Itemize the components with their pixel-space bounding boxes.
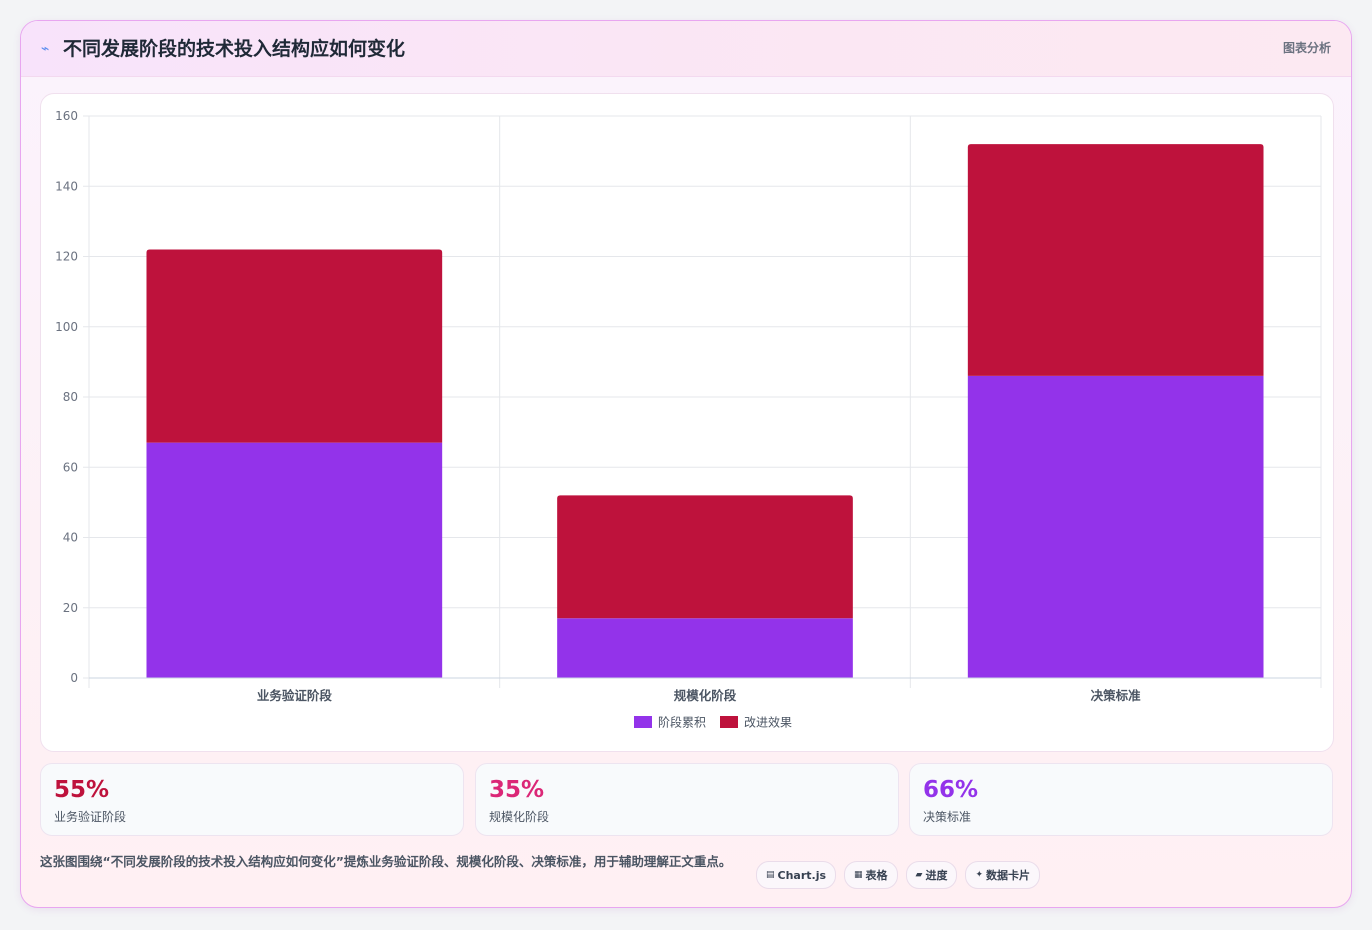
bar-2: [146, 249, 443, 443]
x-tick-label: 业务验证阶段: [257, 688, 333, 703]
bar-2: [557, 495, 853, 619]
bar-2: [967, 144, 1264, 376]
legend-swatch: [634, 716, 652, 728]
progress-icon: ▰: [915, 870, 923, 880]
stat-label: 决策标准: [923, 810, 972, 824]
y-tick-label: 20: [63, 601, 78, 615]
tag-table[interactable]: ▦ 表格: [844, 861, 898, 889]
bar-1: [967, 375, 1264, 678]
sparkle-icon: ✦: [975, 870, 984, 880]
stat-card-3: 66% 决策标准: [909, 763, 1333, 836]
chart-analysis-label: 图表分析: [1282, 41, 1331, 55]
tag-label: Chart.js: [777, 868, 827, 882]
chart-card: ⌁ 不同发展阶段的技术投入结构应如何变化 图表分析 0 20 40 60 80 100 12…: [20, 20, 1352, 908]
stat-value: 66%: [923, 777, 979, 803]
stat-value: 35%: [489, 777, 545, 803]
y-tick-label: 100: [55, 320, 78, 334]
tag-label: 数据卡片: [986, 869, 1031, 882]
y-tick-label: 140: [55, 179, 78, 193]
stacked-bar-chart: 0 20 40 60 80 100 120 140 160 业务验证阶段 规模化阶段 决策标准阶段累积…: [55, 109, 1322, 730]
tag-progress[interactable]: ▰ 进度: [905, 861, 958, 889]
table-icon: ▦: [854, 870, 863, 880]
legend-swatch: [720, 716, 738, 728]
card-header: ⌁ 不同发展阶段的技术投入结构应如何变化 图表分析: [21, 21, 1351, 77]
bar-1: [557, 618, 853, 678]
stat-card-2: 35% 规模化阶段: [475, 763, 899, 836]
page-title: 不同发展阶段的技术投入结构应如何变化: [63, 38, 406, 60]
y-tick-label: 0: [70, 671, 78, 685]
y-tick-label: 40: [63, 531, 78, 545]
bar-1: [146, 442, 443, 678]
legend-label: 改进效果: [744, 715, 792, 730]
y-tick-label: 120: [55, 250, 78, 264]
stat-value: 55%: [54, 777, 110, 803]
x-tick-label: 决策标准: [1091, 688, 1142, 703]
stat-card-1: 55% 业务验证阶段: [40, 763, 464, 836]
tag-list: ▤ Chart.js ▦ 表格 ▰ 进度 ✦ 数据卡片: [756, 861, 1041, 889]
spark-icon: ⌁: [41, 41, 50, 57]
tag-label: 表格: [865, 869, 888, 882]
y-tick-label: 80: [63, 390, 78, 404]
chart-description: 这张图围绕“不同发展阶段的技术投入结构应如何变化”提炼业务验证阶段、规模化阶段、…: [40, 854, 732, 869]
x-tick-label: 规模化阶段: [674, 688, 737, 703]
chart-panel: 0 20 40 60 80 100 120 140 160 业务验证阶段 规模化阶段 决策标准阶段累积…: [40, 93, 1334, 752]
stat-label: 业务验证阶段: [54, 810, 127, 824]
tag-label: 进度: [925, 869, 948, 882]
tag-data-card[interactable]: ✦ 数据卡片: [965, 861, 1041, 889]
legend-label: 阶段累积: [658, 715, 706, 730]
tag-chartjs[interactable]: ▤ Chart.js: [756, 861, 837, 889]
chart-icon: ▤: [766, 870, 775, 880]
y-tick-label: 60: [63, 460, 78, 474]
y-tick-label: 160: [55, 109, 78, 123]
stat-label: 规模化阶段: [489, 810, 550, 824]
